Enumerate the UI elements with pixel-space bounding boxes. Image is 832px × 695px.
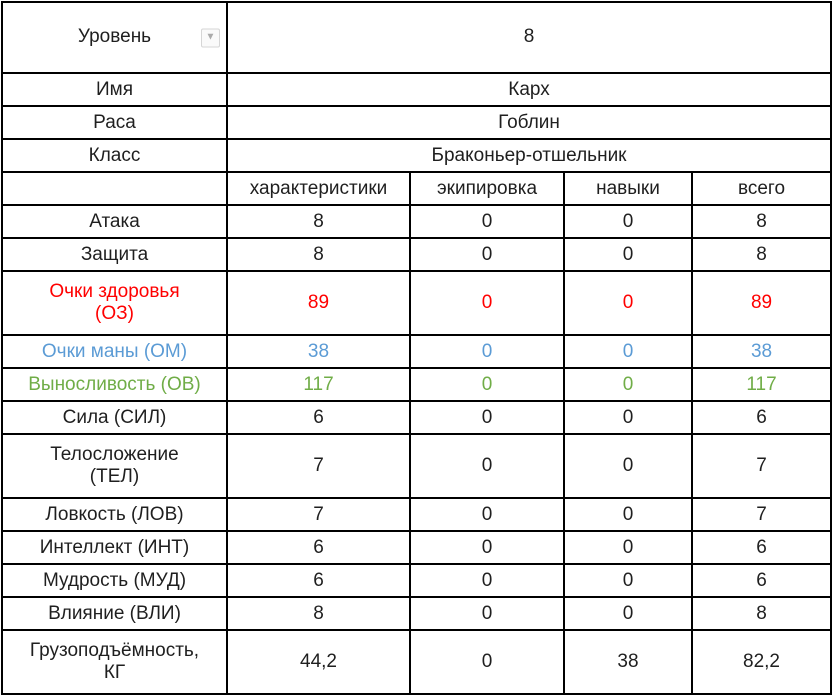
intellect-equipment-cell[interactable]: 0 xyxy=(409,530,565,566)
stat-row-carry-weight: Грузоподъёмность, КГ 44,2 0 38 82,2 xyxy=(1,629,832,695)
header-characteristics-cell[interactable]: характеристики xyxy=(226,171,411,207)
stat-row-wisdom: Мудрость (МУД) 6 0 0 6 xyxy=(1,563,832,599)
level-label-cell[interactable]: Уровень ▼ xyxy=(1,0,228,75)
defense-characteristics-cell[interactable]: 8 xyxy=(226,237,411,273)
strength-label-cell[interactable]: Сила (СИЛ) xyxy=(1,400,228,436)
influence-equipment-cell[interactable]: 0 xyxy=(409,596,565,632)
mana-skills-cell[interactable]: 0 xyxy=(563,334,693,370)
wisdom-skills-cell[interactable]: 0 xyxy=(563,563,693,599)
carry-weight-label-cell[interactable]: Грузоподъёмность, КГ xyxy=(1,629,228,695)
agility-equipment-cell[interactable]: 0 xyxy=(409,497,565,533)
agility-total-cell[interactable]: 7 xyxy=(690,497,832,533)
name-value-cell[interactable]: Карх xyxy=(225,72,832,108)
influence-label-cell[interactable]: Влияние (ВЛИ) xyxy=(1,596,228,632)
level-value-cell[interactable]: 8 xyxy=(225,0,832,75)
intellect-skills-cell[interactable]: 0 xyxy=(563,530,693,566)
stats-header-row: характеристики экипировка навыки всего xyxy=(1,171,832,207)
stamina-characteristics-cell[interactable]: 117 xyxy=(226,367,411,403)
stat-row-stamina: Выносливость (ОВ) 117 0 0 117 xyxy=(1,367,832,403)
stamina-equipment-cell[interactable]: 0 xyxy=(409,367,565,403)
level-label: Уровень xyxy=(77,26,152,48)
chevron-down-icon: ▼ xyxy=(205,31,216,43)
intellect-label-cell[interactable]: Интеллект (ИНТ) xyxy=(1,530,228,566)
mana-total-cell[interactable]: 38 xyxy=(690,334,832,370)
wisdom-label-cell[interactable]: Мудрость (МУД) xyxy=(1,563,228,599)
constitution-total-cell[interactable]: 7 xyxy=(690,433,832,500)
stat-row-attack: Атака 8 0 0 8 xyxy=(1,204,832,240)
mana-characteristics-cell[interactable]: 38 xyxy=(226,334,411,370)
stat-row-agility: Ловкость (ЛОВ) 7 0 0 7 xyxy=(1,497,832,533)
health-characteristics-cell[interactable]: 89 xyxy=(226,270,411,337)
wisdom-total-cell[interactable]: 6 xyxy=(690,563,832,599)
stat-row-defense: Защита 8 0 0 8 xyxy=(1,237,832,273)
header-skills-cell[interactable]: навыки xyxy=(563,171,693,207)
influence-skills-cell[interactable]: 0 xyxy=(563,596,693,632)
agility-label-cell[interactable]: Ловкость (ЛОВ) xyxy=(1,497,228,533)
class-value-cell[interactable]: Браконьер-отшельник xyxy=(225,138,832,174)
filter-dropdown-button[interactable]: ▼ xyxy=(201,28,220,48)
mana-label-cell[interactable]: Очки маны (ОМ) xyxy=(1,334,228,370)
header-equipment-cell[interactable]: экипировка xyxy=(409,171,565,207)
header-total-cell[interactable]: всего xyxy=(690,171,832,207)
health-label-cell[interactable]: Очки здоровья (ОЗ) xyxy=(1,270,228,337)
stamina-label-cell[interactable]: Выносливость (ОВ) xyxy=(1,367,228,403)
intellect-characteristics-cell[interactable]: 6 xyxy=(226,530,411,566)
mana-equipment-cell[interactable]: 0 xyxy=(409,334,565,370)
info-row-name: Имя Карх xyxy=(1,72,832,108)
strength-total-cell[interactable]: 6 xyxy=(690,400,832,436)
info-row-level: Уровень ▼ 8 xyxy=(1,0,832,75)
stat-row-intellect: Интеллект (ИНТ) 6 0 0 6 xyxy=(1,530,832,566)
influence-characteristics-cell[interactable]: 8 xyxy=(226,596,411,632)
carry-weight-total-cell[interactable]: 82,2 xyxy=(690,629,832,695)
attack-characteristics-cell[interactable]: 8 xyxy=(226,204,411,240)
defense-total-cell[interactable]: 8 xyxy=(690,237,832,273)
strength-characteristics-cell[interactable]: 6 xyxy=(226,400,411,436)
constitution-equipment-cell[interactable]: 0 xyxy=(409,433,565,500)
constitution-characteristics-cell[interactable]: 7 xyxy=(226,433,411,500)
race-label-cell[interactable]: Раса xyxy=(1,105,228,141)
name-label-cell[interactable]: Имя xyxy=(1,72,228,108)
corner-empty-cell[interactable] xyxy=(1,171,228,207)
stat-row-constitution: Телосложение (ТЕЛ) 7 0 0 7 xyxy=(1,433,832,500)
agility-characteristics-cell[interactable]: 7 xyxy=(226,497,411,533)
intellect-total-cell[interactable]: 6 xyxy=(690,530,832,566)
info-row-class: Класс Браконьер-отшельник xyxy=(1,138,832,174)
influence-total-cell[interactable]: 8 xyxy=(690,596,832,632)
stat-row-mana: Очки маны (ОМ) 38 0 0 38 xyxy=(1,334,832,370)
health-equipment-cell[interactable]: 0 xyxy=(409,270,565,337)
stamina-total-cell[interactable]: 117 xyxy=(690,367,832,403)
agility-skills-cell[interactable]: 0 xyxy=(563,497,693,533)
attack-equipment-cell[interactable]: 0 xyxy=(409,204,565,240)
stat-row-health: Очки здоровья (ОЗ) 89 0 0 89 xyxy=(1,270,832,337)
attack-label-cell[interactable]: Атака xyxy=(1,204,228,240)
defense-equipment-cell[interactable]: 0 xyxy=(409,237,565,273)
class-label-cell[interactable]: Класс xyxy=(1,138,228,174)
carry-weight-equipment-cell[interactable]: 0 xyxy=(409,629,565,695)
defense-label-cell[interactable]: Защита xyxy=(1,237,228,273)
health-skills-cell[interactable]: 0 xyxy=(563,270,693,337)
stat-row-influence: Влияние (ВЛИ) 8 0 0 8 xyxy=(1,596,832,632)
carry-weight-characteristics-cell[interactable]: 44,2 xyxy=(226,629,411,695)
stamina-skills-cell[interactable]: 0 xyxy=(563,367,693,403)
race-value-cell[interactable]: Гоблин xyxy=(225,105,832,141)
strength-equipment-cell[interactable]: 0 xyxy=(409,400,565,436)
defense-skills-cell[interactable]: 0 xyxy=(563,237,693,273)
carry-weight-skills-cell[interactable]: 38 xyxy=(563,629,693,695)
wisdom-characteristics-cell[interactable]: 6 xyxy=(226,563,411,599)
wisdom-equipment-cell[interactable]: 0 xyxy=(409,563,565,599)
attack-total-cell[interactable]: 8 xyxy=(690,204,832,240)
constitution-skills-cell[interactable]: 0 xyxy=(563,433,693,500)
info-row-race: Раса Гоблин xyxy=(1,105,832,141)
health-total-cell[interactable]: 89 xyxy=(690,270,832,337)
stat-row-strength: Сила (СИЛ) 6 0 0 6 xyxy=(1,400,832,436)
strength-skills-cell[interactable]: 0 xyxy=(563,400,693,436)
attack-skills-cell[interactable]: 0 xyxy=(563,204,693,240)
constitution-label-cell[interactable]: Телосложение (ТЕЛ) xyxy=(1,433,228,500)
